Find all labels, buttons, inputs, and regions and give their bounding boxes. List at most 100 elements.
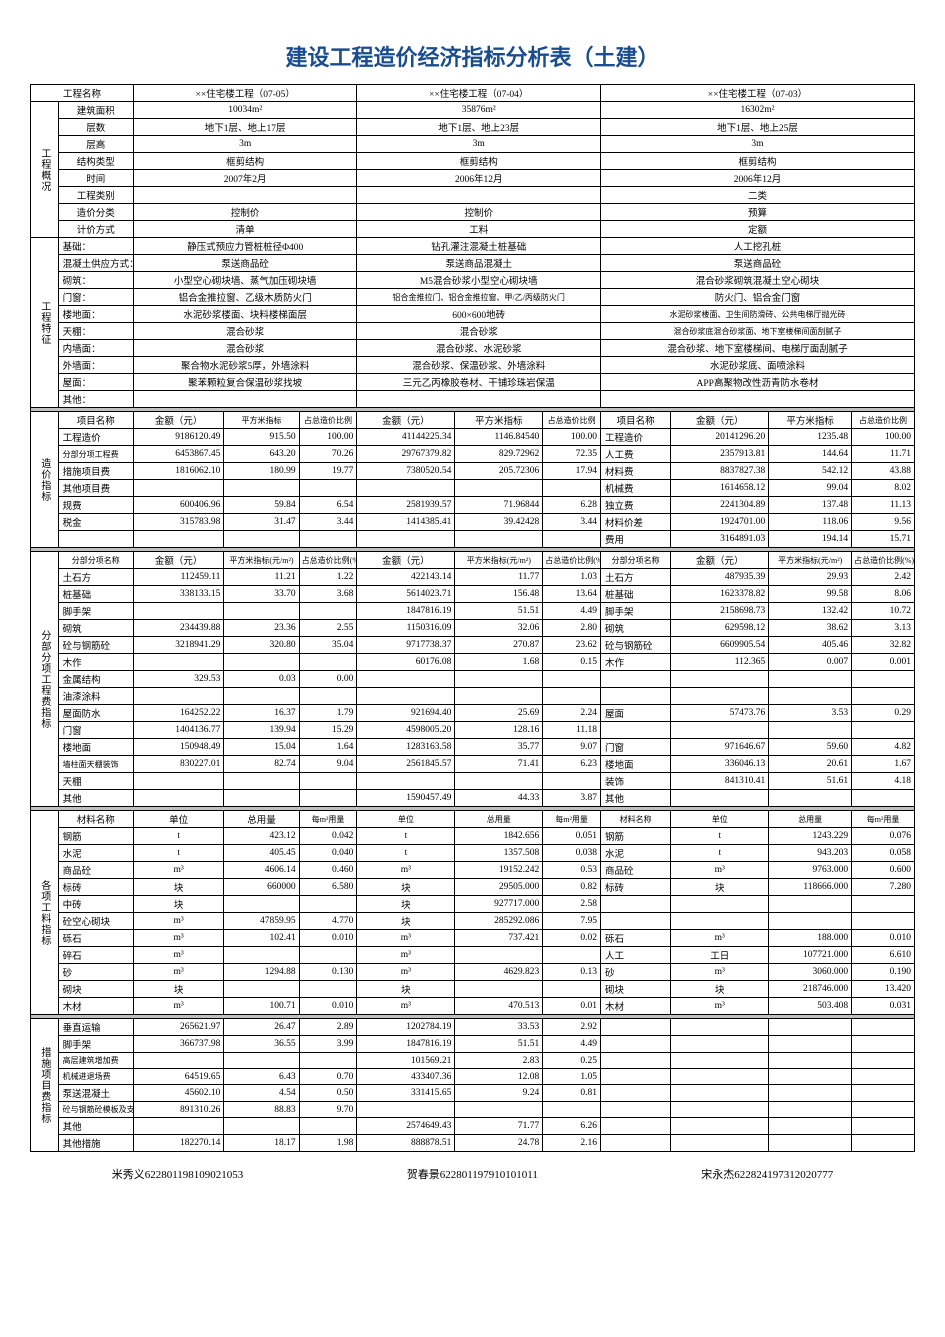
cell: 其他: [58, 1118, 133, 1135]
cell: [224, 773, 299, 790]
cell: 1294.88: [224, 964, 299, 981]
cell: m³: [133, 964, 223, 981]
row-label: 结构类型: [58, 153, 133, 170]
cell: 51.61: [769, 773, 852, 790]
cell: 971646.67: [671, 739, 769, 756]
cell: 占总造价比例(%): [299, 552, 357, 569]
cell: 164252.22: [133, 705, 223, 722]
cell: [769, 1085, 852, 1102]
cell: 油漆涂料: [58, 688, 133, 705]
cell: 0.13: [543, 964, 601, 981]
cell: 人工费: [601, 446, 671, 463]
cell: 9.04: [299, 756, 357, 773]
cell: 72.35: [543, 446, 601, 463]
cell: 控制价: [357, 204, 601, 221]
cell: [543, 981, 601, 998]
cell: [852, 1053, 915, 1069]
cell: 4.49: [543, 1036, 601, 1053]
cell: 0.15: [543, 654, 601, 671]
cell: [671, 688, 769, 705]
cell: 45602.10: [133, 1085, 223, 1102]
cell: 门窗: [601, 739, 671, 756]
cell: 小型空心砌块墙、蒸气加压砌块墙: [133, 272, 356, 289]
cell: 0.076: [852, 828, 915, 845]
cell: 脚手架: [58, 603, 133, 620]
cell: [357, 688, 455, 705]
cell: 118.06: [769, 514, 852, 531]
cell: 1414385.41: [357, 514, 455, 531]
cell: 中砖: [58, 896, 133, 913]
cell: m³: [357, 862, 455, 879]
cell: [601, 1053, 671, 1069]
cell: 门窗: [58, 722, 133, 739]
cell: 336046.13: [671, 756, 769, 773]
cell: 6.23: [543, 756, 601, 773]
cell: 水泥砂浆楼面、块料楼梯面层: [133, 306, 356, 323]
cell: [601, 1019, 671, 1036]
cell: 工程造价: [601, 429, 671, 446]
cell: t: [133, 845, 223, 862]
cell: 4.82: [852, 739, 915, 756]
cell: 59.84: [224, 497, 299, 514]
cell: 218746.000: [769, 981, 852, 998]
cell: 23.36: [224, 620, 299, 637]
cell: t: [133, 828, 223, 845]
cell: 3m: [601, 136, 915, 153]
cell: 项目名称: [58, 412, 133, 429]
cell: 2574649.43: [357, 1118, 455, 1135]
cell: 29505.000: [455, 879, 543, 896]
cell: 1146.84540: [455, 429, 543, 446]
cell: 234439.88: [133, 620, 223, 637]
cell: 其他项目费: [58, 480, 133, 497]
cell: [601, 1069, 671, 1085]
cell: 32.06: [455, 620, 543, 637]
cell: 1.22: [299, 569, 357, 586]
cell: 888878.51: [357, 1135, 455, 1152]
cell: 4.49: [543, 603, 601, 620]
cell: 43.88: [852, 463, 915, 480]
cell: 9717738.37: [357, 637, 455, 654]
cell: 422143.14: [357, 569, 455, 586]
feature-label: 混凝土供应方式：: [58, 255, 133, 272]
main-table: 工程名称××住宅楼工程（07-05）××住宅楼工程（07-04）××住宅楼工程（…: [30, 84, 915, 1152]
cell: 4.770: [299, 913, 357, 930]
cell: 混合砂浆: [357, 323, 601, 340]
cell: 预算: [601, 204, 915, 221]
cell: 23.62: [543, 637, 601, 654]
cell: 桩基础: [601, 586, 671, 603]
cell: [543, 531, 601, 548]
cell: 三元乙丙橡胶卷材、干铺珍珠岩保温: [357, 374, 601, 391]
cell: 927717.000: [455, 896, 543, 913]
cell: 156.48: [455, 586, 543, 603]
cell: 31.47: [224, 514, 299, 531]
cell: 砂: [58, 964, 133, 981]
footer-sig-2: 贺春景622801197910101011: [407, 1166, 538, 1182]
cell: 单位: [357, 811, 455, 828]
cell: 地下1层、地上17层: [133, 119, 356, 136]
cell: 控制价: [133, 204, 356, 221]
cell: 0.038: [543, 845, 601, 862]
cell: 17.94: [543, 463, 601, 480]
cell: 0.007: [769, 654, 852, 671]
cell: 1924701.00: [671, 514, 769, 531]
cell: 3218941.29: [133, 637, 223, 654]
cell: 205.72306: [455, 463, 543, 480]
cell: 水泥砂浆底、面喷涂料: [601, 357, 915, 374]
cell: 44.33: [455, 790, 543, 807]
cell: 分部分项名称: [58, 552, 133, 569]
cell: 433407.36: [357, 1069, 455, 1085]
cell: 38.62: [769, 620, 852, 637]
cell: [543, 688, 601, 705]
cell: 1.67: [852, 756, 915, 773]
cell: [601, 1118, 671, 1135]
cell: 8.02: [852, 480, 915, 497]
cell: 8.06: [852, 586, 915, 603]
section-subitems: 分部分项工程费指标: [31, 552, 59, 807]
cell: [601, 896, 671, 913]
cell: 51.51: [455, 1036, 543, 1053]
cell: 88.83: [224, 1102, 299, 1118]
cell: t: [671, 845, 769, 862]
cell: 405.45: [224, 845, 299, 862]
cell: [601, 391, 915, 408]
cell: 13.64: [543, 586, 601, 603]
